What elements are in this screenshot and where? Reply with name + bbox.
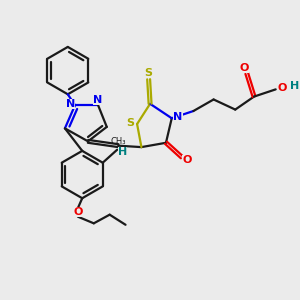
Text: O: O <box>239 63 249 73</box>
Text: N: N <box>173 112 183 122</box>
Text: H: H <box>118 147 127 157</box>
Text: S: S <box>127 118 135 128</box>
Text: S: S <box>145 68 153 78</box>
Text: N: N <box>94 95 103 105</box>
Text: CH₃: CH₃ <box>111 137 126 146</box>
Text: O: O <box>277 83 286 93</box>
Text: N: N <box>66 99 75 109</box>
Text: O: O <box>73 207 83 217</box>
Text: H: H <box>290 82 299 92</box>
Text: O: O <box>182 155 192 165</box>
